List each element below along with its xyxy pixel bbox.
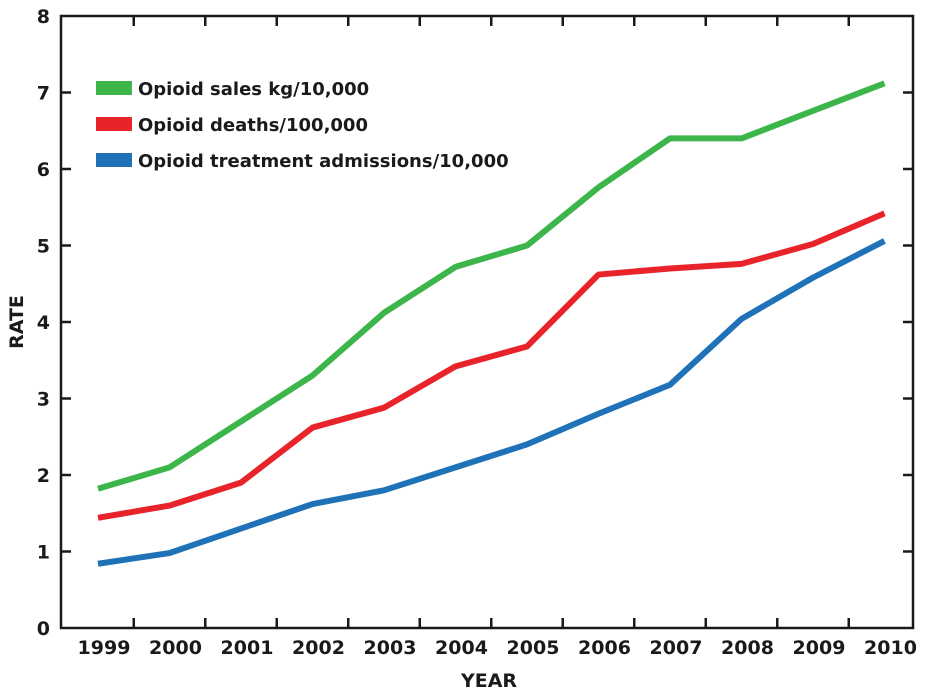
series-lines (97, 80, 886, 567)
x-axis-title: YEAR (460, 670, 517, 692)
x-tick-label: 2003 (364, 637, 417, 659)
x-tick-label: 2008 (721, 637, 774, 659)
x-tick-label: 2006 (578, 637, 631, 659)
y-tick-label: 6 (37, 159, 50, 181)
y-tick-label: 8 (37, 6, 50, 28)
x-axis-tick-labels: 1999 2000 2001 2002 2003 2004 2005 2006 2007 2008… (78, 637, 917, 659)
x-tick-label: 2005 (507, 637, 560, 659)
y-tick-label: 0 (37, 618, 50, 640)
y-tick-label: 3 (37, 389, 50, 411)
legend-swatch (96, 117, 132, 131)
y-tick-label: 1 (37, 542, 50, 564)
legend-label: Opioid deaths/100,000 (138, 115, 368, 136)
x-tick-label: 2007 (650, 637, 703, 659)
y-axis-tick-labels: 0 1 2 3 4 5 6 7 8 (37, 6, 50, 640)
y-axis-title: RATE (6, 295, 28, 349)
y-tick-label: 2 (37, 465, 50, 487)
legend-label: Opioid sales kg/10,000 (138, 79, 369, 100)
legend: Opioid sales kg/10,000 Opioid deaths/100,… (96, 79, 509, 172)
series-line-1 (97, 210, 886, 521)
x-tick-label: 2001 (221, 637, 274, 659)
legend-swatch (96, 81, 132, 95)
x-tick-label: 2000 (149, 637, 202, 659)
y-tick-label: 7 (37, 83, 50, 105)
axis-ticks (61, 16, 913, 628)
x-tick-label: 2004 (435, 637, 488, 659)
x-tick-label: 2002 (292, 637, 345, 659)
y-tick-label: 4 (37, 312, 50, 334)
legend-swatch (96, 153, 132, 167)
x-tick-label: 2009 (793, 637, 846, 659)
x-tick-label: 1999 (78, 637, 131, 659)
y-tick-label: 5 (37, 236, 50, 258)
series-line-2 (97, 238, 886, 567)
series-line-0 (97, 80, 886, 492)
legend-label: Opioid treatment admissions/10,000 (138, 151, 509, 172)
plot-frame (59, 14, 915, 630)
x-tick-label: 2010 (864, 637, 917, 659)
